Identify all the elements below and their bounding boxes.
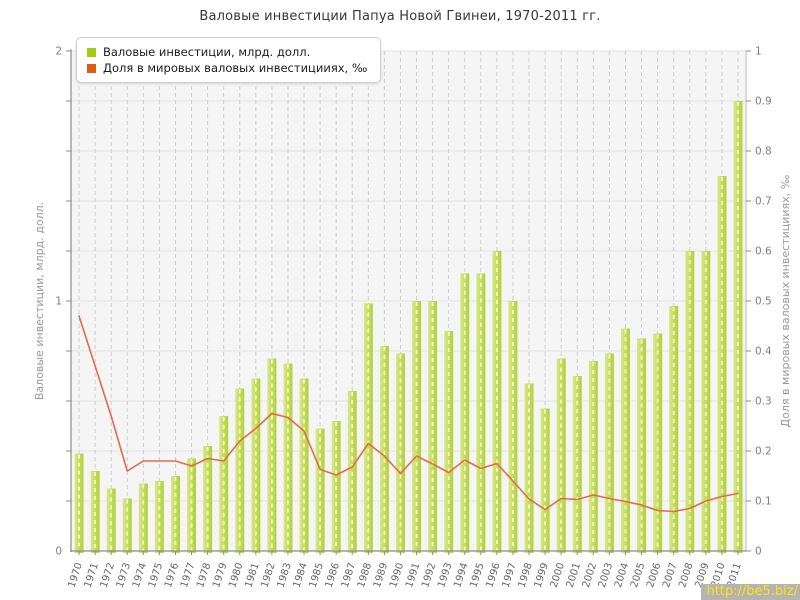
bar-2006 [653,333,663,553]
right-tick-label: 0.6 [755,246,772,258]
legend-item-bars: Валовые инвестиции, млрд. долл. [87,44,367,60]
bar-1991 [412,301,422,553]
chart-legend: Валовые инвестиции, млрд. долл. Доля в м… [76,37,382,83]
legend-swatch-bar-icon [87,47,96,57]
bar-1978 [203,446,213,553]
bar-1983 [283,363,293,553]
right-tick-label: 0.3 [755,396,772,408]
bar-1972 [106,488,116,553]
right-tick-label: 1 [755,46,762,58]
bar-2002 [588,361,598,553]
left-tick-label: 0 [55,546,62,558]
bar-1996 [492,251,502,553]
right-tick-label: 0.5 [755,296,772,308]
watermark-link[interactable]: http://be5.biz/ [701,584,800,600]
bar-1984 [299,378,309,553]
right-tick-label: 0 [755,546,762,558]
bar-1985 [315,428,325,553]
legend-item-line: Доля в мировых валовых инвестицииях, ‰ [87,60,367,76]
bar-1992 [428,301,438,553]
legend-label: Доля в мировых валовых инвестицииях, ‰ [103,61,368,75]
right-axis-title: Доля в мировых валовых инвестицииях, ‰ [779,174,792,427]
left-tick-label: 1 [55,296,62,308]
bar-2008 [685,251,695,553]
right-tick-label: 0.7 [755,196,772,208]
bar-2009 [701,251,711,553]
bar-1977 [187,458,197,553]
left-tick-label: 2 [55,46,62,58]
right-tick-label: 0.8 [755,146,772,158]
bar-2004 [620,328,630,553]
bar-2001 [572,376,582,553]
bar-1976 [170,476,180,553]
right-tick-label: 0.4 [755,346,772,358]
bar-1989 [379,346,389,553]
left-axis-title: Валовые инвестиции, млрд. долл. [33,202,46,400]
right-tick-label: 0.1 [755,496,772,508]
bar-1999 [540,408,550,553]
chart-title: Валовые инвестиции Папуа Новой Гвинеи, 1… [199,9,601,24]
legend-swatch-line-icon [87,63,96,73]
line-series [78,315,739,513]
bar-1993 [444,331,454,553]
right-tick-label: 0.2 [755,446,772,458]
right-tick-label: 0.9 [755,96,772,108]
legend-label: Валовые инвестиции, млрд. долл. [103,45,311,59]
bar-1981 [251,378,261,553]
bar-1997 [508,301,518,553]
